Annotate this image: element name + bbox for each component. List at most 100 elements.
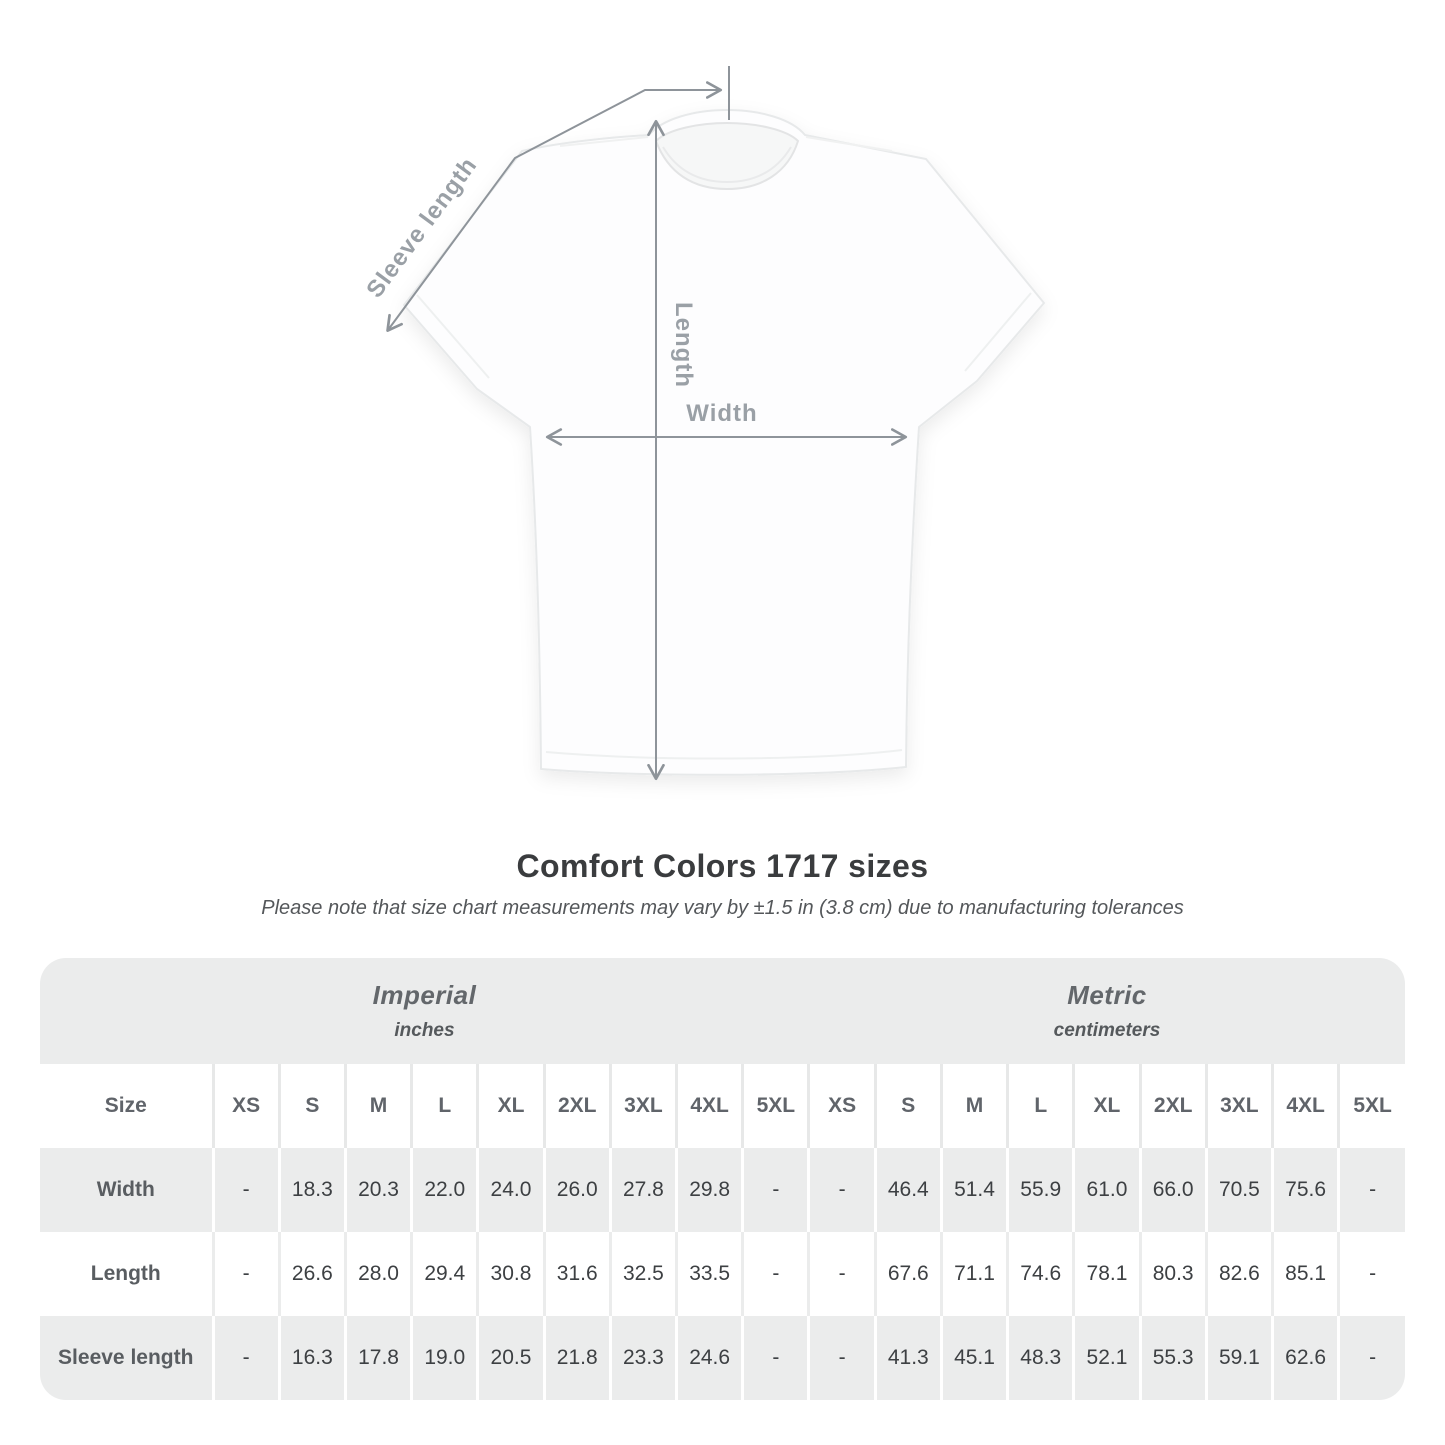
- size-header-cell: Size: [40, 1064, 213, 1148]
- measurement-cell: 51.4: [939, 1148, 1008, 1232]
- measurement-cell: 59.1: [1204, 1316, 1273, 1400]
- measurement-cell: 85.1: [1270, 1232, 1339, 1316]
- metric-header: Metric centimeters: [808, 958, 1405, 1064]
- measurement-cell: -: [807, 1316, 876, 1400]
- measurement-cell: -: [807, 1232, 876, 1316]
- table-row: Width -18.3 20.3 22.0 24.0 26.0 27.8 29.8- -46.4…: [40, 1148, 1405, 1232]
- right-cuff-seam: [964, 292, 1032, 372]
- measurement-cell: 80.3: [1138, 1232, 1207, 1316]
- measurement-cell: 46.4: [873, 1148, 942, 1232]
- measurement-cell: 33.5: [675, 1232, 743, 1316]
- tshirt-diagram-svg: Sleeve length Length Width: [361, 66, 1045, 781]
- measurement-cell: 18.3: [277, 1148, 346, 1232]
- metric-sublabel: centimeters: [1053, 1020, 1161, 1041]
- table-row: Length -26.6 28.0 29.4 30.8 31.6 32.5 33.5- -67.…: [40, 1232, 1405, 1316]
- measurement-cell: -: [1337, 1148, 1405, 1232]
- width-label: Width: [686, 400, 757, 427]
- size-col-metric-2xl: 2XL: [1138, 1064, 1207, 1148]
- measurement-cell: 78.1: [1072, 1232, 1141, 1316]
- size-col-metric-l: L: [1006, 1064, 1074, 1148]
- measurement-cell: 45.1: [939, 1316, 1008, 1400]
- row-label: Sleeve length: [40, 1316, 213, 1400]
- measurement-cell: 71.1: [939, 1232, 1008, 1316]
- bottom-hem-seam: [545, 749, 903, 760]
- size-col-metric-3xl: 3XL: [1204, 1064, 1273, 1148]
- measurement-cell: 32.5: [608, 1232, 677, 1316]
- measurement-cell: 21.8: [542, 1316, 611, 1400]
- measurement-cell: 55.3: [1138, 1316, 1207, 1400]
- size-col-imperial-m: M: [343, 1064, 412, 1148]
- measurement-cell: 19.0: [410, 1316, 478, 1400]
- measurement-cell: 17.8: [343, 1316, 412, 1400]
- size-col-imperial-xl: XL: [476, 1064, 545, 1148]
- measurement-cell: 20.5: [476, 1316, 545, 1400]
- measurement-cell: 29.4: [410, 1232, 478, 1316]
- metric-label: Metric: [1067, 980, 1147, 1010]
- measurement-cell: 67.6: [873, 1232, 942, 1316]
- measurement-cell: 30.8: [476, 1232, 545, 1316]
- size-col-imperial-3xl: 3XL: [608, 1064, 677, 1148]
- measurement-cell: -: [741, 1148, 809, 1232]
- size-col-metric-5xl: 5XL: [1337, 1064, 1405, 1148]
- measurement-cell: -: [1337, 1232, 1405, 1316]
- measurement-cell: -: [211, 1232, 280, 1316]
- measurement-cell: 24.6: [675, 1316, 743, 1400]
- page-title: Comfort Colors 1717 sizes: [516, 848, 929, 884]
- measurement-cell: 29.8: [675, 1148, 743, 1232]
- tshirt-diagram: Sleeve length Length Width: [361, 66, 1045, 781]
- measurement-cell: 48.3: [1006, 1316, 1074, 1400]
- size-col-metric-xl: XL: [1072, 1064, 1141, 1148]
- size-col-imperial-xs: XS: [211, 1064, 280, 1148]
- measurement-cell: 23.3: [608, 1316, 677, 1400]
- measurement-cell: 75.6: [1270, 1148, 1339, 1232]
- size-header-row: Size XS S M L XL 2XL 3XL 4XL 5XL XS S M L XL 2XL 3XL 4XL…: [40, 1064, 1405, 1148]
- measurement-cell: -: [211, 1148, 280, 1232]
- measurement-cell: 70.5: [1204, 1148, 1273, 1232]
- measurement-cell: 20.3: [343, 1148, 412, 1232]
- measurement-cell: 74.6: [1006, 1232, 1074, 1316]
- measurement-cell: 27.8: [608, 1148, 677, 1232]
- size-col-imperial-2xl: 2XL: [542, 1064, 611, 1148]
- row-label: Width: [40, 1148, 213, 1232]
- measurement-cell: 41.3: [873, 1316, 942, 1400]
- measurement-cell: 16.3: [277, 1316, 346, 1400]
- unit-band-row: Imperial inches Metric centimeters: [40, 958, 1405, 1064]
- measurement-cell: -: [211, 1316, 280, 1400]
- imperial-label: Imperial: [372, 980, 477, 1010]
- size-col-imperial-4xl: 4XL: [675, 1064, 743, 1148]
- measurement-cell: 66.0: [1138, 1148, 1207, 1232]
- imperial-header: Imperial inches: [40, 958, 809, 1064]
- length-label: Length: [670, 302, 697, 388]
- size-col-imperial-s: S: [277, 1064, 346, 1148]
- measurement-cell: 28.0: [343, 1232, 412, 1316]
- page-subtitle: Please note that size chart measurements…: [261, 897, 1184, 919]
- measurement-cell: 24.0: [476, 1148, 545, 1232]
- imperial-sublabel: inches: [394, 1020, 455, 1041]
- measurement-cell: -: [741, 1232, 809, 1316]
- tshirt-body: [403, 109, 1045, 776]
- measurement-cell: -: [807, 1148, 876, 1232]
- size-col-metric-s: S: [873, 1064, 942, 1148]
- measurement-cell: 26.6: [277, 1232, 346, 1316]
- measurement-cell: -: [741, 1316, 809, 1400]
- measurement-cell: 22.0: [410, 1148, 478, 1232]
- measurement-cell: 55.9: [1006, 1148, 1074, 1232]
- measurement-cell: 26.0: [542, 1148, 611, 1232]
- right-shoulder-seam: [805, 136, 893, 152]
- measurement-cell: 52.1: [1072, 1316, 1141, 1400]
- table-row: Sleeve length -16.3 17.8 19.0 20.5 21.8 23.3 24…: [40, 1316, 1405, 1400]
- sleeve-length-line: [386, 81, 723, 332]
- size-col-imperial-5xl: 5XL: [741, 1064, 809, 1148]
- size-table: Imperial inches Metric centimeters Size …: [40, 958, 1405, 1400]
- size-col-metric-m: M: [939, 1064, 1008, 1148]
- row-label: Length: [90, 1262, 161, 1285]
- measurement-cell: -: [1337, 1316, 1405, 1400]
- size-col-metric-xs: XS: [807, 1064, 876, 1148]
- size-table-grid: Imperial inches Metric centimeters Size …: [40, 958, 1405, 1400]
- size-col-imperial-l: L: [410, 1064, 478, 1148]
- measurement-cell: 82.6: [1204, 1232, 1273, 1316]
- size-col-metric-4xl: 4XL: [1270, 1064, 1339, 1148]
- measurement-cell: 61.0: [1072, 1148, 1141, 1232]
- measurement-cell: 62.6: [1270, 1316, 1339, 1400]
